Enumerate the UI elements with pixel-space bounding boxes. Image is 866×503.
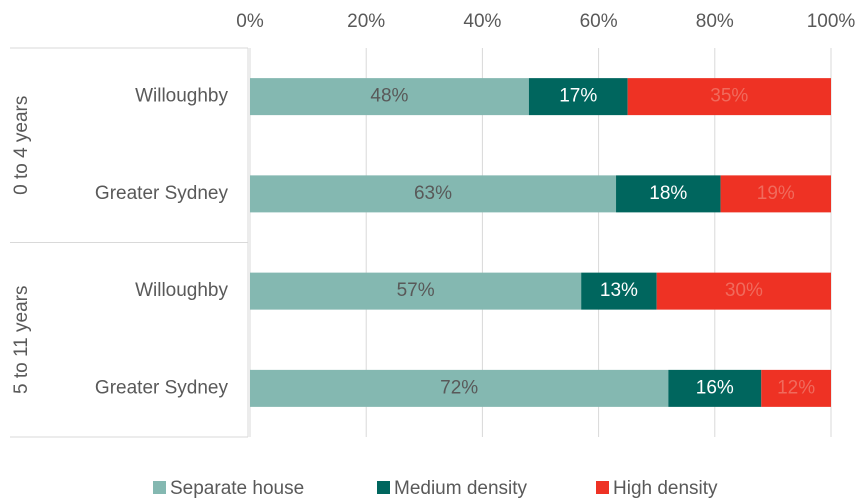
x-tick-label: 20% (347, 11, 385, 32)
y-tick-label: Greater Sydney (95, 183, 229, 204)
bar-segment (627, 78, 831, 116)
legend-label: High density (613, 478, 718, 499)
bar-segment (528, 78, 628, 116)
data-label: 63% (414, 183, 452, 204)
data-label: 48% (370, 86, 408, 107)
x-tick-label: 100% (807, 11, 856, 32)
bar-segment (250, 369, 669, 407)
bar-segment (616, 175, 721, 213)
y-tick-label: Willoughby (135, 86, 228, 107)
legend-swatch (596, 481, 609, 494)
legend-label: Separate house (170, 478, 304, 499)
legend-swatch (153, 481, 166, 494)
group-label: 0 to 4 years (11, 96, 32, 195)
data-label: 18% (649, 183, 687, 204)
bar-segment (581, 272, 657, 310)
y-tick-label: Greater Sydney (95, 377, 229, 398)
data-label: 72% (440, 377, 478, 398)
data-label: 12% (777, 377, 815, 398)
bar-segment (250, 272, 582, 310)
legend-label: Medium density (394, 478, 528, 499)
bar-segment (656, 272, 831, 310)
x-tick-label: 40% (463, 11, 501, 32)
x-tick-label: 80% (696, 11, 734, 32)
bar-segment (250, 78, 529, 116)
bar-segment (668, 369, 762, 407)
legend-swatch (377, 481, 390, 494)
bar-segment (250, 175, 617, 213)
bar-segment (720, 175, 831, 213)
data-label: 19% (757, 183, 795, 204)
data-label: 35% (710, 86, 748, 107)
data-label: 57% (397, 280, 435, 301)
x-tick-label: 60% (580, 11, 618, 32)
data-label: 17% (559, 86, 597, 107)
group-label: 5 to 11 years (11, 286, 32, 394)
y-tick-label: Willoughby (135, 280, 228, 301)
bar-segment (761, 369, 831, 407)
x-tick-label: 0% (236, 11, 264, 32)
data-label: 30% (725, 280, 763, 301)
data-label: 16% (696, 377, 734, 398)
data-label: 13% (600, 280, 638, 301)
